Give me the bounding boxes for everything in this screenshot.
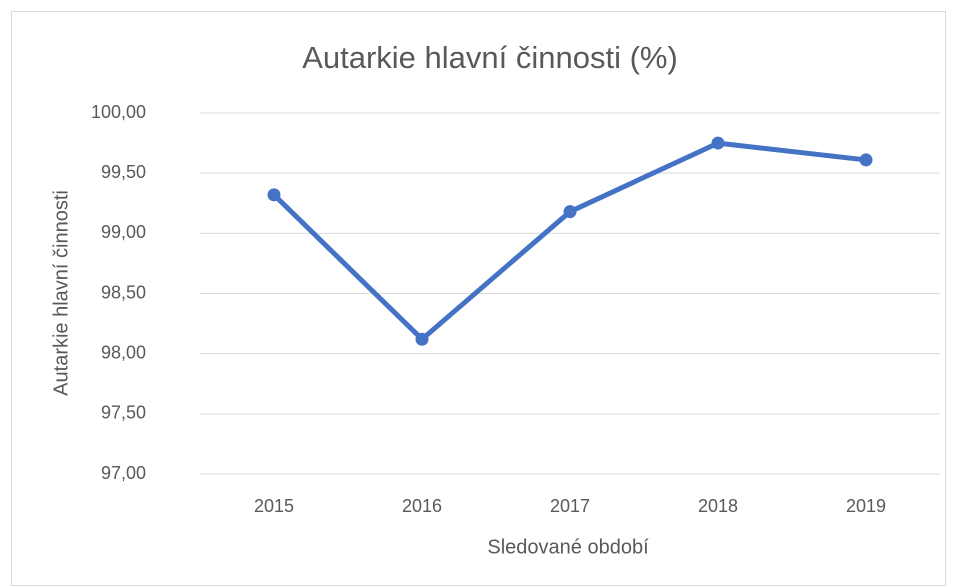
y-tick-label: 97,00	[101, 463, 146, 483]
y-tick-label: 97,50	[101, 403, 146, 423]
x-tick-label: 2018	[698, 496, 738, 516]
y-tick-label: 98,00	[101, 342, 146, 362]
data-point	[859, 153, 873, 167]
y-tick-label: 99,00	[101, 222, 146, 242]
x-tick-label: 2017	[550, 496, 590, 516]
chart-frame	[11, 11, 946, 586]
x-axis-label: Sledované období	[487, 536, 649, 558]
data-point	[563, 205, 577, 219]
chart-title: Autarkie hlavní činnosti (%)	[302, 40, 678, 75]
x-tick-label: 2015	[254, 496, 294, 516]
y-tick-label: 99,50	[101, 162, 146, 182]
data-point	[267, 188, 281, 202]
y-tick-label: 98,50	[101, 282, 146, 302]
x-tick-label: 2016	[402, 496, 442, 516]
data-point	[711, 136, 725, 150]
data-point	[415, 332, 429, 346]
y-tick-label: 100,00	[91, 102, 146, 122]
y-axis-label: Autarkie hlavní činnosti	[50, 190, 72, 396]
x-tick-label: 2019	[846, 496, 886, 516]
